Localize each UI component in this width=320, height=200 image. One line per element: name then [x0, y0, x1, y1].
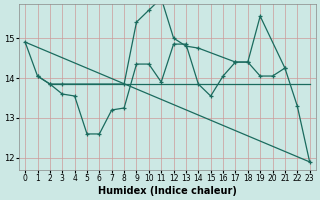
X-axis label: Humidex (Indice chaleur): Humidex (Indice chaleur) — [98, 186, 237, 196]
